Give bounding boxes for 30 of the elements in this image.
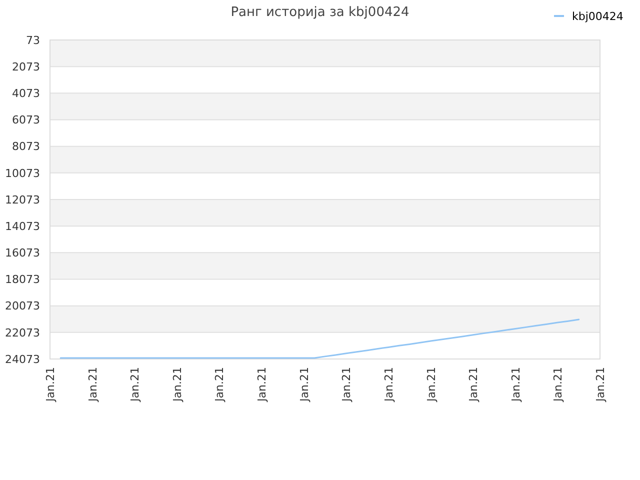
x-tick-label: Jan.21 (170, 367, 184, 402)
y-tick-label: 12073 (5, 193, 40, 206)
x-tick-label: Jan.21 (213, 367, 226, 402)
y-tick-label: 4073 (12, 87, 40, 100)
x-tick-label: Jan.21 (594, 367, 607, 402)
x-tick-label: Jan.21 (424, 367, 438, 402)
legend-label: kbj00424 (572, 10, 624, 23)
x-tick-label: Jan.21 (256, 367, 269, 402)
x-tick-label: Jan.21 (128, 367, 142, 402)
y-tick-label: 22073 (5, 326, 40, 340)
y-tick-label: 73 (26, 34, 40, 47)
x-tick-label: Jan.21 (467, 367, 480, 402)
y-tick-label: 14073 (5, 220, 40, 233)
y-tick-label: 20073 (5, 300, 40, 313)
x-tick-label: Jan.21 (86, 367, 100, 402)
y-tick-label: 18073 (5, 273, 40, 286)
x-tick-label: Jan.21 (298, 367, 311, 402)
y-tick-label: 8073 (12, 140, 40, 154)
y-tick-label: 2073 (12, 60, 40, 74)
line-series (60, 318, 580, 359)
x-tick-label: Jan.21 (552, 367, 565, 402)
x-tick-label: Jan.21 (509, 367, 522, 402)
y-tick-label: 24073 (5, 352, 40, 366)
y-tick-label: 6073 (12, 114, 40, 127)
x-tick-label: Jan.21 (44, 367, 57, 402)
chart-title: Ранг историја за kbj00424 (230, 5, 410, 20)
y-tick-label: 16073 (5, 246, 40, 260)
x-tick-label: Jan.21 (382, 367, 396, 402)
y-tick-label: 10073 (5, 166, 40, 180)
x-tick-label: Jan.21 (340, 367, 354, 402)
